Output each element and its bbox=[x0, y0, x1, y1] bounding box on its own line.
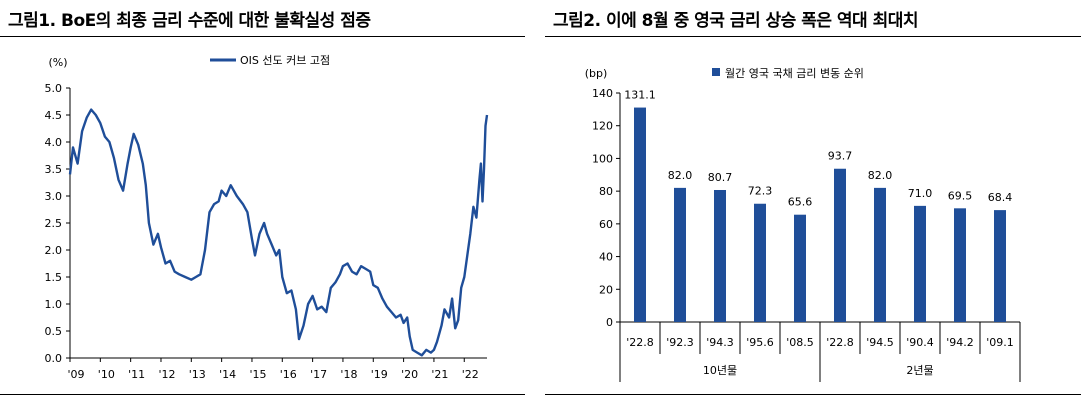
x-tick-label: '13 bbox=[189, 368, 206, 381]
x-tick-label: '08.5 bbox=[786, 336, 814, 349]
x-tick-label: '09 bbox=[67, 368, 84, 381]
group-label: 2년물 bbox=[906, 364, 933, 377]
x-tick-label: '20 bbox=[401, 368, 418, 381]
bottom-rule-1 bbox=[0, 394, 525, 395]
chart-1-title: 그림1. BoE의 최종 금리 수준에 대한 불확실성 점증 bbox=[8, 11, 371, 31]
x-tick-label: '94.5 bbox=[866, 336, 894, 349]
x-tick-label: '22 bbox=[462, 368, 479, 381]
y-tick-label: 3.5 bbox=[45, 163, 63, 176]
x-tick-label: '15 bbox=[249, 368, 266, 381]
x-tick-label: '18 bbox=[340, 368, 357, 381]
x-tick-label: '22.8 bbox=[626, 336, 654, 349]
bar-value-label: 80.7 bbox=[708, 171, 733, 184]
bar-value-label: 72.3 bbox=[748, 185, 773, 198]
bar bbox=[834, 168, 846, 322]
legend-label: OIS 선도 커브 고점 bbox=[240, 54, 330, 67]
legend-swatch bbox=[712, 68, 720, 76]
x-tick-label: '17 bbox=[310, 368, 327, 381]
title-rule-1 bbox=[0, 36, 525, 37]
x-tick-label: '90.4 bbox=[906, 336, 934, 349]
y-tick-label: 80 bbox=[599, 185, 613, 198]
bar bbox=[954, 208, 966, 322]
group-label: 10년물 bbox=[703, 364, 737, 377]
legend-label: 월간 영국 국채 금리 변동 순위 bbox=[725, 67, 864, 80]
x-tick-label: '94.2 bbox=[946, 336, 974, 349]
chart-2-title: 그림2. 이에 8월 중 영국 금리 상승 폭은 역대 최대치 bbox=[553, 11, 919, 31]
bar-value-label: 68.4 bbox=[988, 191, 1013, 204]
title-rule-2 bbox=[545, 36, 1081, 37]
bar-value-label: 69.5 bbox=[948, 189, 973, 202]
x-tick-label: '10 bbox=[98, 368, 115, 381]
bar-value-label: 82.0 bbox=[668, 169, 693, 182]
x-tick-label: '95.6 bbox=[746, 336, 774, 349]
line-chart: 0.0 0.5 1.0 1.5 2.0 2.5 3.0 3.5 4.0 4.5 5.0 (%) '09 '… bbox=[45, 54, 489, 381]
y-tick-label: 100 bbox=[592, 152, 613, 165]
y-tick-label: 5.0 bbox=[45, 82, 63, 95]
bar-chart: 0 20 40 60 80 100 120 140 (bp) 131.1 82.0 80.7 72.3 6… bbox=[585, 67, 1021, 382]
y-tick-label: 140 bbox=[592, 87, 613, 100]
y-tick-label: 1.5 bbox=[45, 271, 63, 284]
bar-value-label: 65.6 bbox=[788, 196, 813, 209]
bar-value-label: 93.7 bbox=[828, 150, 853, 163]
y-unit-label: (%) bbox=[48, 56, 67, 69]
x-tick-label: '09.1 bbox=[986, 336, 1014, 349]
bar bbox=[754, 203, 766, 322]
bar bbox=[714, 189, 726, 322]
bar bbox=[874, 187, 886, 322]
y-tick-label: 120 bbox=[592, 120, 613, 133]
bar bbox=[914, 205, 926, 322]
chart-panel-1: 그림1. BoE의 최종 금리 수준에 대한 불확실성 점증 0.0 0.5 1.0… bbox=[0, 0, 540, 400]
y-tick-label: 0.5 bbox=[45, 325, 63, 338]
y-tick-label: 40 bbox=[599, 251, 613, 264]
x-tick-label: '92.3 bbox=[666, 336, 694, 349]
bar-value-label: 131.1 bbox=[624, 89, 656, 102]
y-tick-label: 20 bbox=[599, 283, 613, 296]
bar-value-label: 71.0 bbox=[908, 187, 933, 200]
chart-panel-2: 그림2. 이에 8월 중 영국 금리 상승 폭은 역대 최대치 0 20 40 60 8… bbox=[545, 0, 1089, 400]
series-line-ois bbox=[68, 108, 489, 357]
x-tick-label: '11 bbox=[128, 368, 145, 381]
bar bbox=[994, 210, 1006, 322]
bar bbox=[794, 214, 806, 322]
y-tick-label: 0.0 bbox=[45, 352, 63, 365]
bar bbox=[674, 187, 686, 322]
y-unit-label: (bp) bbox=[585, 67, 608, 80]
y-tick-label: 2.5 bbox=[45, 217, 63, 230]
bottom-rule-2 bbox=[545, 394, 1081, 395]
y-tick-label: 60 bbox=[599, 218, 613, 231]
x-tick-label: '21 bbox=[431, 368, 448, 381]
bar bbox=[634, 107, 646, 322]
x-tick-label: '19 bbox=[371, 368, 388, 381]
x-tick-label: '22.8 bbox=[826, 336, 854, 349]
y-tick-label: 1.0 bbox=[45, 298, 63, 311]
x-tick-label: '14 bbox=[219, 368, 236, 381]
y-tick-label: 4.0 bbox=[45, 136, 63, 149]
x-tick-label: '94.3 bbox=[706, 336, 734, 349]
y-tick-label: 0 bbox=[606, 316, 613, 329]
x-tick-label: '16 bbox=[280, 368, 297, 381]
x-tick-label: '12 bbox=[158, 368, 175, 381]
bar-value-label: 82.0 bbox=[868, 169, 893, 182]
y-tick-label: 2.0 bbox=[45, 244, 63, 257]
y-tick-label: 3.0 bbox=[45, 190, 63, 203]
y-tick-label: 4.5 bbox=[45, 109, 63, 122]
